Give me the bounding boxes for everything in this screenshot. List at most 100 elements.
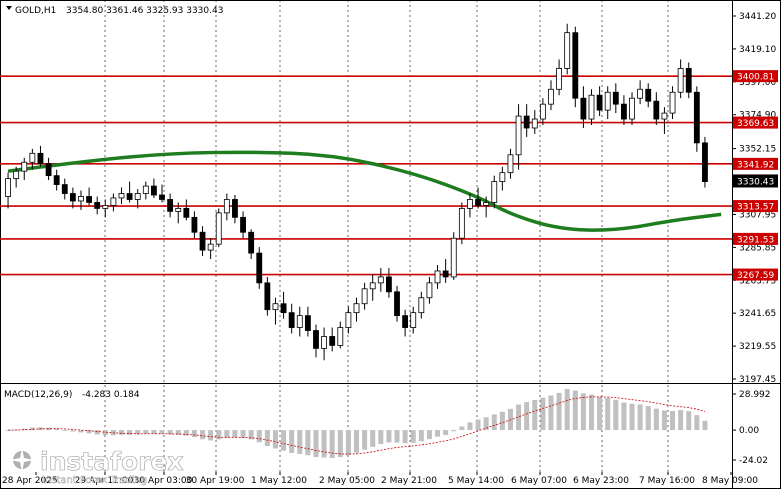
level-label-box: [733, 268, 778, 281]
candle: [102, 199, 109, 218]
candle: [669, 86, 676, 120]
macd-bar: [410, 430, 416, 443]
candle: [369, 273, 376, 301]
macd-bar: [297, 430, 303, 454]
time-tick-label: 5 May 14:00: [448, 476, 504, 486]
macd-bar: [475, 419, 481, 431]
macd-bar: [548, 395, 554, 431]
macd-bar: [118, 430, 125, 435]
price-tick-label: 3419.10: [739, 45, 776, 55]
macd-bar: [605, 397, 611, 431]
price-tick-label: 3263.75: [739, 276, 776, 286]
candle: [223, 193, 230, 221]
macd-bar: [435, 430, 441, 437]
price-tick-label: 3307.95: [739, 210, 776, 220]
candle: [29, 148, 36, 170]
candle: [53, 169, 60, 191]
candle: [142, 181, 149, 200]
time-tick-label: 30 Apr 03:00: [134, 476, 193, 486]
macd-bar: [264, 430, 270, 447]
watermark: instaforex Instant Forex Trading: [7, 445, 184, 486]
macd-bar: [321, 430, 327, 458]
time-tick-label: 1 May 12:00: [251, 476, 307, 486]
macd-bar: [5, 430, 11, 431]
time-tick-label: 2 May 05:00: [319, 476, 375, 486]
time-tick-label: 28 Apr 2025: [2, 476, 58, 486]
macd-bar: [532, 399, 538, 431]
candle: [134, 189, 141, 209]
candle: [475, 187, 481, 209]
macd-bar: [70, 430, 76, 432]
price-tick-label: 3441.20: [739, 12, 776, 22]
candle: [337, 321, 344, 349]
level-labels: 3400.81 3369.63 3341.92 3313.57 3291.53 3267.…: [733, 70, 778, 281]
macd-bar: [597, 396, 603, 431]
candle: [280, 291, 287, 319]
candle: [661, 107, 668, 134]
candle: [191, 211, 198, 239]
macd-bar: [329, 430, 335, 459]
candle: [94, 196, 101, 215]
candle: [588, 89, 595, 126]
macd-bar: [305, 430, 311, 456]
macd-bar: [443, 430, 449, 435]
current-price-tag: 3330.43: [733, 174, 778, 188]
macd-bar: [572, 390, 578, 431]
candle: [264, 276, 271, 316]
candle: [515, 104, 522, 170]
candle: [78, 190, 84, 210]
macd-bar: [62, 430, 68, 431]
candle: [483, 196, 490, 218]
candle: [183, 199, 190, 221]
macd-bar: [175, 430, 181, 435]
level-label-box: [733, 116, 778, 129]
macd-bar: [378, 430, 384, 444]
time-tick-label: 8 May 09:00: [702, 476, 758, 486]
macd-bar: [46, 427, 52, 431]
macd-bar: [216, 430, 222, 440]
candle: [5, 172, 11, 209]
candle: [621, 95, 627, 126]
candle: [572, 26, 579, 108]
macd-bar: [272, 430, 278, 449]
macd-bar: [353, 430, 360, 453]
candle: [86, 187, 92, 206]
chart-header: GOLD,H1 3354.80 3361.46 3325.93 3330.43: [6, 6, 223, 16]
macd-bar: [516, 404, 522, 431]
macd-bar: [232, 430, 238, 438]
candle: [199, 226, 206, 257]
candle: [491, 175, 498, 209]
candle: [677, 59, 684, 99]
candle: [175, 202, 182, 224]
macd-bar: [313, 430, 319, 458]
macd-bar: [248, 430, 254, 440]
macd-bar: [127, 430, 133, 435]
macd-bar: [483, 417, 489, 431]
macd-bar: [224, 430, 230, 438]
candle: [288, 303, 295, 334]
macd-bar: [102, 430, 108, 436]
macd-bar: [281, 430, 287, 451]
macd-bar: [78, 430, 84, 433]
candle: [612, 83, 619, 114]
candle: [45, 157, 52, 181]
candle: [539, 98, 546, 126]
candle: [353, 297, 360, 322]
candle: [556, 59, 562, 96]
level-label: 3400.81: [737, 73, 774, 83]
macd-bar: [337, 430, 343, 458]
price-tick-label: 3219.55: [739, 342, 776, 352]
macd-bar: [491, 414, 497, 431]
candle: [296, 306, 303, 337]
candle: [467, 193, 473, 218]
price-tick-label: 3397.00: [739, 78, 776, 88]
candle: [418, 291, 425, 319]
level-label: 3267.59: [737, 271, 774, 281]
candle: [272, 297, 279, 325]
macd-header: MACD(12,26,9) -4.283 0.184: [4, 390, 140, 400]
candle: [702, 136, 708, 188]
macd-bar: [345, 430, 351, 456]
ma-path: [7, 150, 722, 232]
